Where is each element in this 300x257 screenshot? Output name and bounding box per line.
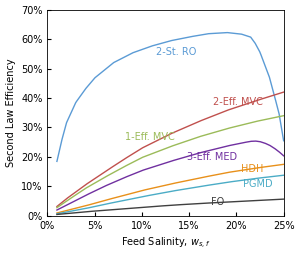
Y-axis label: Second Law Efficiency: Second Law Efficiency: [6, 58, 16, 167]
Text: 2-St. RO: 2-St. RO: [156, 47, 196, 57]
Text: HDH: HDH: [241, 164, 263, 174]
Text: 2-Eff. MVC: 2-Eff. MVC: [213, 97, 263, 107]
Text: 1-Eff. MVC: 1-Eff. MVC: [125, 132, 175, 142]
Text: PGMD: PGMD: [243, 179, 273, 189]
Text: 3-Eff. MED: 3-Eff. MED: [187, 152, 237, 162]
X-axis label: Feed Salinity, $w_{s,f}$: Feed Salinity, $w_{s,f}$: [121, 236, 210, 251]
Text: FO: FO: [211, 197, 224, 207]
